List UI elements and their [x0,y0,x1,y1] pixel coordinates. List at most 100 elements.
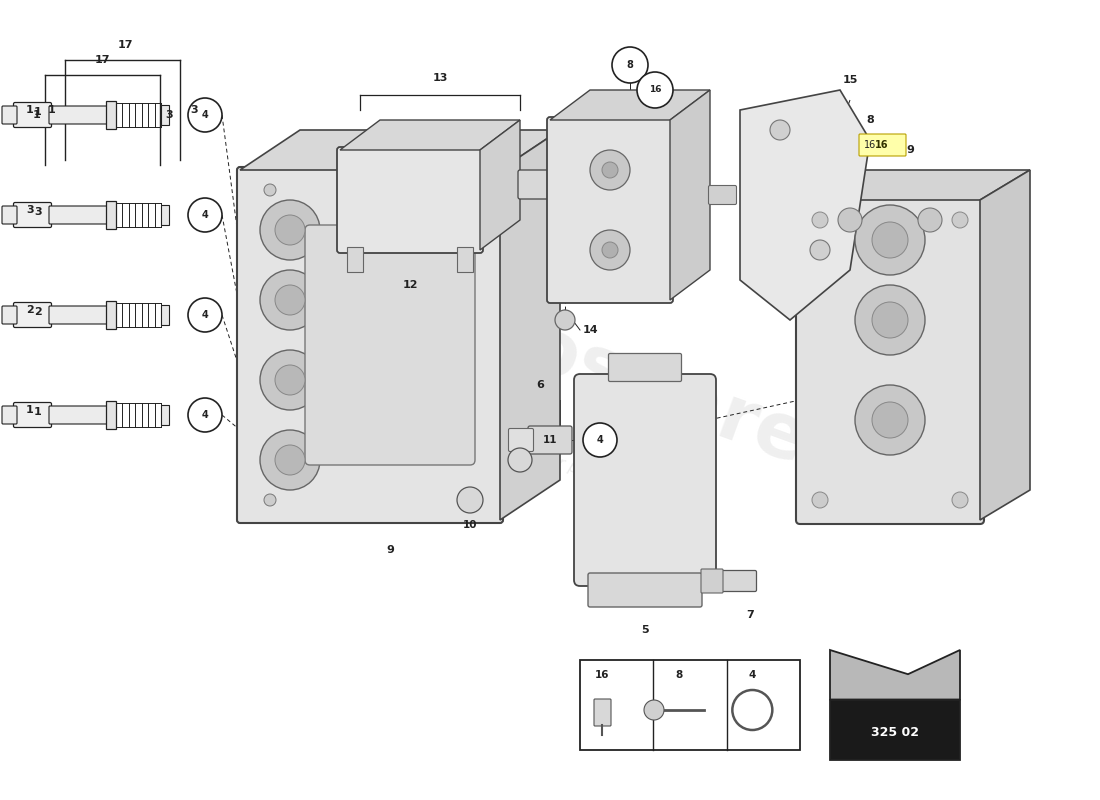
Circle shape [508,448,532,472]
FancyBboxPatch shape [13,302,52,327]
Text: 10: 10 [463,520,477,530]
Circle shape [855,285,925,355]
FancyBboxPatch shape [2,406,16,424]
Text: 16: 16 [864,140,876,150]
Circle shape [872,222,908,258]
Bar [580,660,800,750]
Circle shape [188,298,222,332]
FancyBboxPatch shape [13,102,52,127]
Circle shape [275,365,305,395]
Circle shape [260,270,320,330]
Bar [106,201,116,229]
Text: 3: 3 [26,205,34,215]
FancyBboxPatch shape [2,306,16,324]
Bar [161,405,169,425]
FancyBboxPatch shape [608,354,682,382]
FancyBboxPatch shape [796,196,984,524]
FancyBboxPatch shape [708,186,737,205]
Circle shape [602,242,618,258]
Circle shape [464,494,476,506]
FancyBboxPatch shape [50,406,111,424]
Text: 3: 3 [165,110,173,120]
Circle shape [260,430,320,490]
FancyBboxPatch shape [2,106,16,124]
Circle shape [456,487,483,513]
Text: 11: 11 [542,435,558,445]
Bar [106,101,116,129]
FancyBboxPatch shape [236,167,503,523]
Circle shape [918,208,942,232]
Circle shape [590,150,630,190]
Circle shape [350,380,430,460]
FancyBboxPatch shape [13,202,52,227]
Text: 3: 3 [190,105,198,115]
Text: 15: 15 [843,75,858,85]
Text: 1: 1 [34,407,42,417]
Bar [161,105,169,125]
Circle shape [188,398,222,432]
FancyBboxPatch shape [337,147,483,253]
Circle shape [812,492,828,508]
Text: 6: 6 [536,380,543,390]
Polygon shape [500,130,560,520]
Text: 1: 1 [32,110,40,120]
Text: 17: 17 [118,40,133,50]
Text: 9: 9 [386,545,394,555]
FancyBboxPatch shape [50,206,111,224]
Circle shape [264,494,276,506]
Text: 4: 4 [201,310,208,320]
Circle shape [188,98,222,132]
FancyBboxPatch shape [508,429,534,451]
Text: 8: 8 [675,670,683,680]
Circle shape [602,162,618,178]
Circle shape [952,492,968,508]
Circle shape [872,302,908,338]
Polygon shape [800,170,1030,200]
Text: 9: 9 [906,145,914,155]
Text: 4: 4 [749,670,756,680]
Circle shape [275,285,305,315]
Bar [830,699,960,760]
Text: 13: 13 [432,73,448,83]
FancyBboxPatch shape [701,569,723,593]
Text: 16: 16 [595,670,609,680]
FancyBboxPatch shape [2,206,16,224]
FancyBboxPatch shape [588,573,702,607]
Text: 3: 3 [34,207,42,217]
Polygon shape [980,170,1030,520]
Text: 2: 2 [34,307,42,317]
Circle shape [855,205,925,275]
Text: 17: 17 [95,55,110,65]
Circle shape [855,385,925,455]
Polygon shape [480,120,520,250]
Circle shape [637,72,673,108]
Circle shape [952,212,968,228]
Circle shape [770,120,790,140]
FancyBboxPatch shape [594,699,610,726]
Polygon shape [240,130,560,170]
FancyBboxPatch shape [13,402,52,427]
Text: 16: 16 [649,86,661,94]
Text: 1: 1 [26,105,34,115]
Bar [456,247,473,272]
Text: 12: 12 [403,280,418,290]
Circle shape [556,310,575,330]
Circle shape [260,200,320,260]
Text: 4: 4 [201,410,208,420]
Text: 2: 2 [26,305,34,315]
Polygon shape [340,120,520,150]
Text: 7: 7 [746,610,754,620]
Circle shape [644,700,664,720]
Text: 8: 8 [866,115,873,125]
Text: 4: 4 [596,435,604,445]
Circle shape [275,215,305,245]
Circle shape [590,230,630,270]
Circle shape [264,184,276,196]
Circle shape [260,350,320,410]
FancyBboxPatch shape [574,374,716,586]
Circle shape [583,423,617,457]
Text: 16: 16 [876,140,889,150]
Polygon shape [830,650,960,699]
Polygon shape [550,90,710,120]
Circle shape [810,240,830,260]
